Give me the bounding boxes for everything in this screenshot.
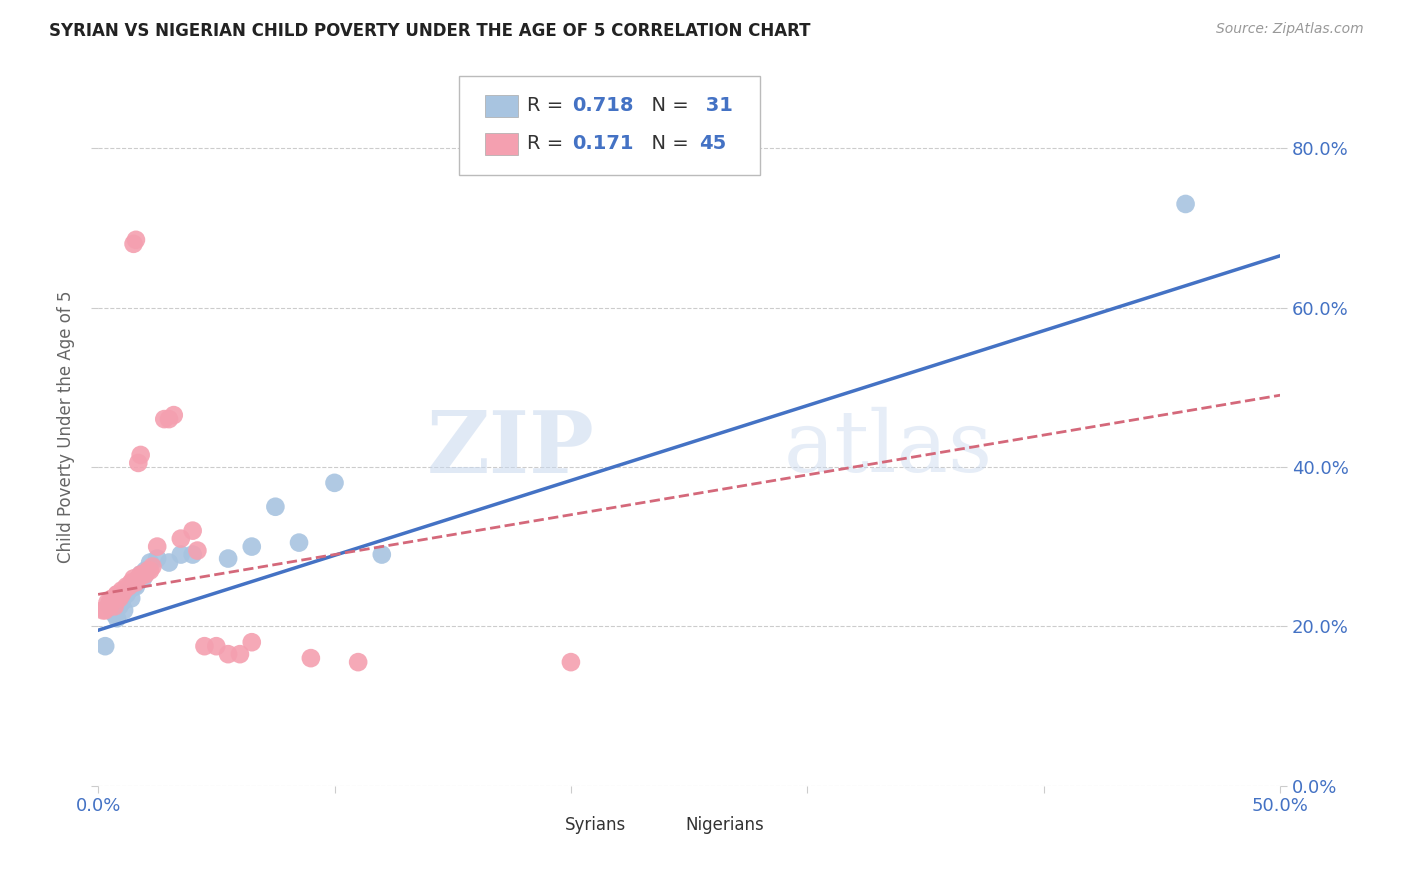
Point — [153, 412, 176, 426]
Point — [181, 548, 204, 562]
Point — [139, 564, 162, 578]
Point — [108, 591, 131, 606]
Point — [127, 571, 149, 585]
Point — [115, 579, 138, 593]
Point — [139, 556, 162, 570]
Text: R =: R = — [527, 135, 569, 153]
Point — [120, 591, 142, 606]
Point — [193, 639, 215, 653]
Point — [112, 583, 135, 598]
Point — [105, 587, 128, 601]
Point — [146, 551, 169, 566]
Text: Source: ZipAtlas.com: Source: ZipAtlas.com — [1216, 22, 1364, 37]
FancyBboxPatch shape — [644, 814, 678, 836]
FancyBboxPatch shape — [523, 814, 557, 836]
Point — [288, 535, 311, 549]
Point — [264, 500, 287, 514]
Point — [157, 556, 180, 570]
Point — [170, 548, 193, 562]
Point — [98, 599, 121, 614]
Point — [91, 603, 114, 617]
Point — [104, 607, 127, 622]
Point — [125, 579, 148, 593]
Point — [323, 475, 346, 490]
Point — [94, 603, 117, 617]
Point — [163, 408, 186, 422]
Point — [111, 595, 134, 609]
Point — [111, 583, 134, 598]
Point — [146, 540, 169, 554]
Point — [129, 567, 152, 582]
Text: 45: 45 — [699, 135, 725, 153]
Point — [104, 599, 127, 614]
Point — [157, 412, 180, 426]
Point — [122, 579, 145, 593]
Text: atlas: atlas — [783, 407, 993, 491]
Point — [98, 595, 121, 609]
Point — [101, 603, 124, 617]
Text: R =: R = — [527, 96, 569, 115]
Point — [129, 448, 152, 462]
Point — [141, 559, 163, 574]
Point — [115, 587, 138, 601]
Point — [240, 635, 263, 649]
Text: Syrians: Syrians — [565, 816, 626, 834]
Point — [101, 591, 124, 606]
Point — [371, 548, 394, 562]
Point — [205, 639, 228, 653]
Point — [170, 532, 193, 546]
Point — [1174, 197, 1197, 211]
Point — [111, 587, 134, 601]
Point — [112, 603, 135, 617]
Point — [98, 599, 121, 614]
Point — [98, 595, 121, 609]
Point — [132, 567, 155, 582]
Point — [186, 543, 208, 558]
Point — [105, 611, 128, 625]
Point — [560, 655, 582, 669]
Point — [217, 551, 239, 566]
Text: SYRIAN VS NIGERIAN CHILD POVERTY UNDER THE AGE OF 5 CORRELATION CHART: SYRIAN VS NIGERIAN CHILD POVERTY UNDER T… — [49, 22, 811, 40]
Text: ZIP: ZIP — [427, 407, 595, 491]
Y-axis label: Child Poverty Under the Age of 5: Child Poverty Under the Age of 5 — [58, 291, 75, 564]
Text: 0.718: 0.718 — [572, 96, 634, 115]
Text: 31: 31 — [699, 96, 733, 115]
Point — [134, 564, 156, 578]
Point — [229, 647, 252, 661]
Point — [136, 564, 159, 578]
Text: Nigerians: Nigerians — [686, 816, 765, 834]
Point — [122, 571, 145, 585]
Text: N =: N = — [640, 96, 696, 115]
Point — [122, 575, 145, 590]
Point — [94, 639, 117, 653]
Text: N =: N = — [640, 135, 696, 153]
Point — [125, 575, 148, 590]
FancyBboxPatch shape — [485, 95, 517, 117]
Point — [108, 599, 131, 614]
Point — [181, 524, 204, 538]
Text: 0.171: 0.171 — [572, 135, 634, 153]
Point — [120, 575, 142, 590]
Point — [111, 591, 134, 606]
Point — [96, 595, 118, 609]
Point — [122, 236, 145, 251]
Point — [122, 575, 145, 590]
Point — [240, 540, 263, 554]
Point — [134, 567, 156, 582]
Point — [125, 233, 148, 247]
Point — [217, 647, 239, 661]
Point — [129, 567, 152, 582]
Point — [105, 587, 128, 601]
FancyBboxPatch shape — [458, 76, 761, 175]
Point — [127, 456, 149, 470]
FancyBboxPatch shape — [485, 133, 517, 154]
Point — [299, 651, 322, 665]
Point — [118, 583, 141, 598]
Point — [118, 579, 141, 593]
Point — [347, 655, 370, 669]
Point — [132, 571, 155, 585]
